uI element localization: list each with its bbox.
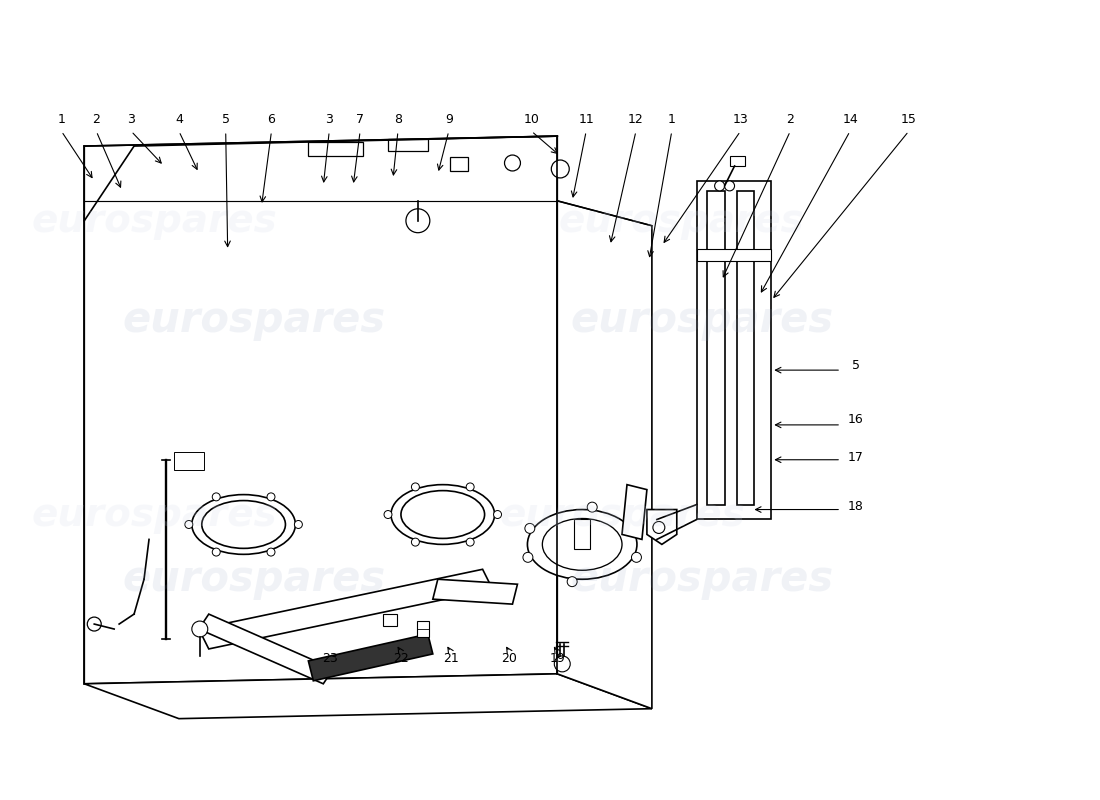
Ellipse shape [411,483,419,491]
Text: 5: 5 [852,358,860,372]
Text: eurospares: eurospares [559,202,804,240]
Ellipse shape [466,538,474,546]
Ellipse shape [212,548,220,556]
Ellipse shape [466,483,474,491]
Polygon shape [199,570,493,649]
Ellipse shape [402,490,485,538]
Text: 2: 2 [786,113,794,126]
Ellipse shape [725,181,735,191]
Ellipse shape [201,501,285,548]
Ellipse shape [411,538,419,546]
Text: eurospares: eurospares [31,495,277,534]
Text: 8: 8 [394,113,402,126]
Text: 11: 11 [579,113,594,126]
Bar [417,621,429,637]
Ellipse shape [568,577,578,586]
Ellipse shape [191,621,208,637]
Bar [574,519,591,550]
Ellipse shape [87,617,101,631]
Polygon shape [558,201,652,709]
Text: 22: 22 [393,653,409,666]
Text: 14: 14 [843,113,858,126]
Text: 1: 1 [668,113,675,126]
Text: eurospares: eurospares [499,495,745,534]
Ellipse shape [191,494,296,554]
Text: 21: 21 [443,653,459,666]
Bar [450,157,468,171]
Bar [174,452,204,470]
Ellipse shape [212,493,220,501]
Text: 20: 20 [502,653,517,666]
Polygon shape [737,191,755,505]
Bar [383,614,397,626]
Polygon shape [85,674,652,718]
Text: 9: 9 [444,113,453,126]
Text: eurospares: eurospares [122,299,385,342]
Text: 18: 18 [848,500,864,513]
Text: eurospares: eurospares [570,558,833,600]
Ellipse shape [631,526,641,537]
Text: 7: 7 [356,113,364,126]
Text: 3: 3 [326,113,333,126]
Text: eurospares: eurospares [122,558,385,600]
Ellipse shape [505,155,520,171]
Text: 12: 12 [628,113,643,126]
Text: 2: 2 [92,113,100,126]
Ellipse shape [295,521,302,529]
Ellipse shape [267,548,275,556]
Polygon shape [621,485,647,539]
Text: 19: 19 [549,653,565,666]
Text: eurospares: eurospares [31,202,277,240]
Polygon shape [199,614,333,684]
Ellipse shape [494,510,502,518]
Text: 10: 10 [524,113,539,126]
Text: 16: 16 [848,414,864,426]
Text: 13: 13 [733,113,748,126]
Ellipse shape [554,656,570,672]
Text: eurospares: eurospares [570,299,833,342]
Polygon shape [696,181,771,519]
Text: 15: 15 [901,113,916,126]
Ellipse shape [522,552,532,562]
Bar [696,249,771,261]
Ellipse shape [551,160,569,178]
Text: 6: 6 [267,113,275,126]
Ellipse shape [715,181,725,191]
Ellipse shape [525,523,535,534]
Text: 5: 5 [222,113,230,126]
Ellipse shape [653,522,664,534]
Text: 3: 3 [128,113,135,126]
Ellipse shape [185,521,192,529]
Ellipse shape [406,209,430,233]
Text: 17: 17 [848,451,864,464]
Text: 1: 1 [57,113,65,126]
Polygon shape [706,191,725,505]
Ellipse shape [631,552,641,562]
Ellipse shape [267,493,275,501]
Ellipse shape [384,510,392,518]
Text: 4: 4 [175,113,183,126]
Polygon shape [85,136,558,684]
Ellipse shape [587,502,597,512]
Ellipse shape [542,518,621,570]
Bar [388,139,428,151]
Polygon shape [308,634,432,681]
Bar [308,142,363,156]
Text: 23: 23 [322,653,338,666]
Polygon shape [647,510,676,544]
Polygon shape [432,579,517,604]
Bar [729,156,745,166]
Ellipse shape [390,485,495,544]
Ellipse shape [527,510,637,579]
